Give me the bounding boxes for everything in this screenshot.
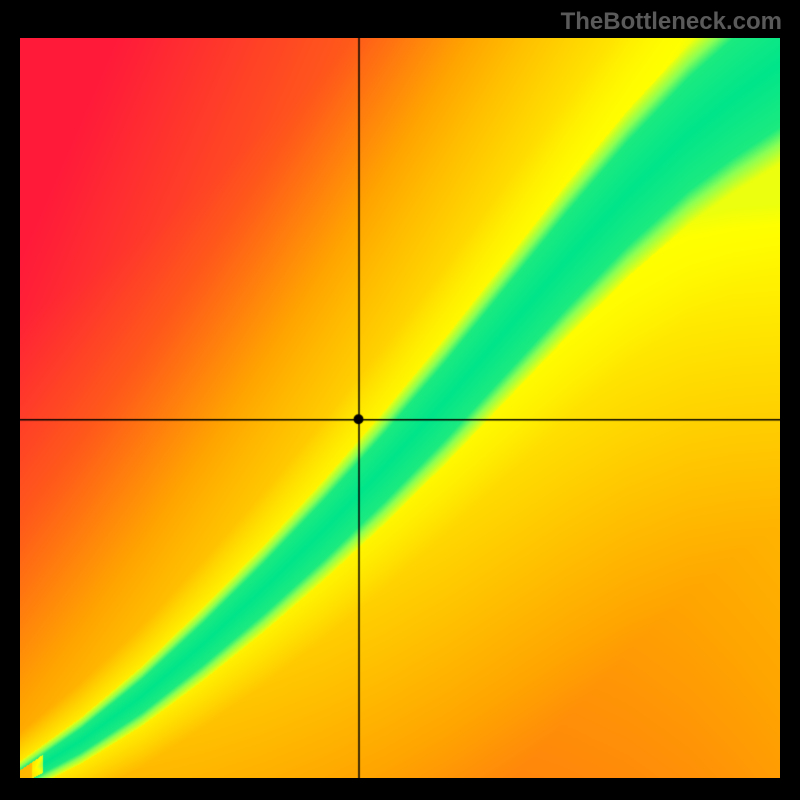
- heatmap-canvas: [20, 38, 780, 778]
- heatmap-plot: [20, 38, 780, 778]
- watermark-label: TheBottleneck.com: [561, 8, 782, 36]
- chart-container: TheBottleneck.com: [0, 0, 800, 800]
